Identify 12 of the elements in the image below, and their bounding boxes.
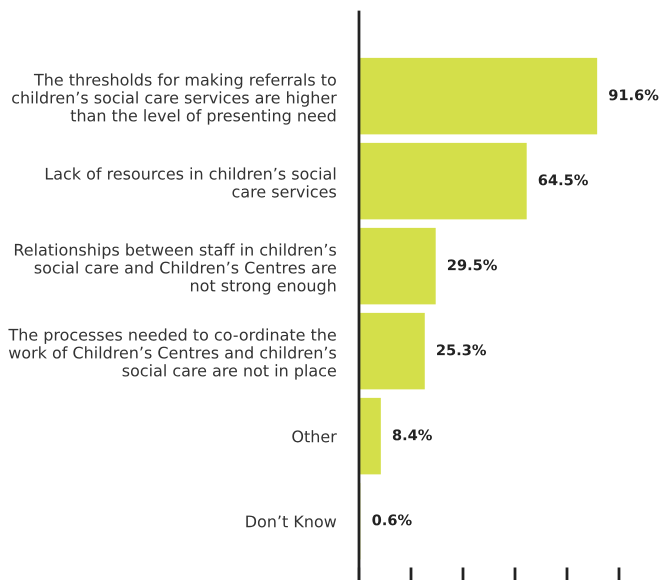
data-label: 29.5% [448, 259, 497, 270]
data-label: 8.4% [392, 429, 432, 440]
data-label: 25.3% [437, 344, 486, 356]
y-tick-label: Lack of resources in children’s social care services [46, 167, 336, 198]
data-label: 64.5% [538, 174, 588, 186]
y-tick-label: Other [292, 430, 337, 442]
data-label: 0.6% [372, 514, 412, 526]
y-tick-label: Don’t Know [246, 516, 336, 528]
data-label: 91.6% [609, 89, 658, 100]
y-tick-label: The processes needed to co-ordinate the work of Children’s Centres and children’s social care are not in place [8, 328, 336, 380]
y-tick-label: The thresholds for making referrals to children’s social care services are higher than the level of presenting need [12, 73, 337, 125]
y-tick-label: Relationships between staff in children’s social care and Children’s Centres are not strong enough [14, 243, 336, 295]
